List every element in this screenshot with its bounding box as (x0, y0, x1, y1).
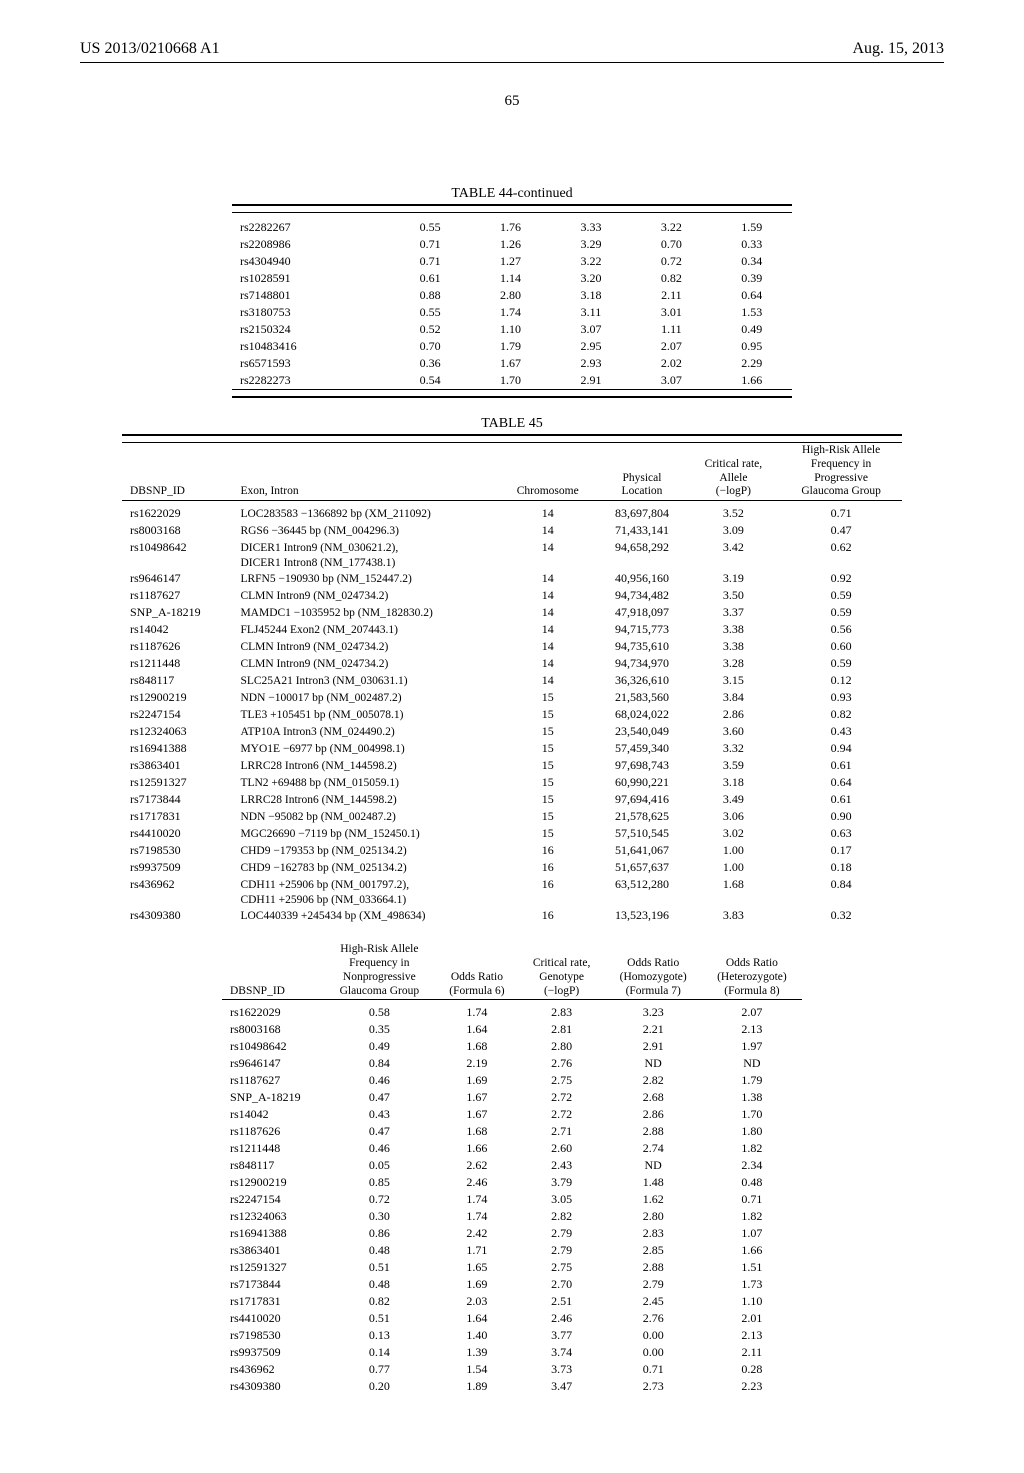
table-row: rs140420.431.672.722.861.70 (222, 1106, 802, 1123)
table-row: rs9937509CHD9 −162783 bp (NM_025134.2)16… (122, 859, 902, 876)
table-row: rs8481170.052.622.43ND2.34 (222, 1157, 802, 1174)
t45b-h6: Odds Ratio(Heterozygote)(Formula 8) (702, 942, 802, 1000)
table-row: rs22471540.721.743.051.620.71 (222, 1191, 802, 1208)
table45a: DBSNP_ID Exon, Intron Chromosome Physica… (122, 434, 902, 924)
table-row: rs436962CDH11 +25906 bp (NM_001797.2),16… (122, 876, 902, 893)
table44: rs22822670.551.763.333.221.59rs22089860.… (232, 204, 792, 398)
table44-title: TABLE 44-continued (80, 186, 944, 202)
table-row: rs129002190.852.463.791.480.48 (222, 1174, 802, 1191)
table-row: rs4410020MGC26690 −7119 bp (NM_152450.1)… (122, 825, 902, 842)
t45a-h5: Critical rate,Allele(−logP) (687, 443, 781, 501)
table-row: rs7173844LRRC28 Intron6 (NM_144598.2)159… (122, 791, 902, 808)
pub-date: Aug. 15, 2013 (852, 40, 944, 58)
table-row: rs71738440.481.692.702.791.73 (222, 1276, 802, 1293)
table-row: rs31807530.551.743.113.011.53 (232, 304, 792, 321)
t45b-h4: Critical rate,Genotype(−logP) (519, 942, 605, 1000)
table-row: rs71985300.131.403.770.002.13 (222, 1327, 802, 1344)
table-row: rs8003168RGS6 −36445 bp (NM_004296.3)147… (122, 522, 902, 539)
table-row: rs99375090.141.393.740.002.11 (222, 1344, 802, 1361)
table-row: rs43049400.711.273.220.720.34 (232, 253, 792, 270)
table-row: rs12324063ATP10A Intron3 (NM_024490.2)15… (122, 723, 902, 740)
table-row: rs11876270.461.692.752.821.79 (222, 1072, 802, 1089)
table-row: rs7198530CHD9 −179353 bp (NM_025134.2)16… (122, 842, 902, 859)
table-row: rs123240630.301.742.822.801.82 (222, 1208, 802, 1225)
table45b: DBSNP_ID High-Risk AlleleFrequency inNon… (222, 942, 802, 1395)
pub-number: US 2013/0210668 A1 (80, 40, 220, 58)
t45a-h1: DBSNP_ID (122, 443, 232, 501)
table-row: rs65715930.361.672.932.022.29 (232, 355, 792, 372)
table-row: rs96461470.842.192.76NDND (222, 1055, 802, 1072)
table-row: rs22822730.541.702.913.071.66 (232, 372, 792, 390)
table-row: rs38634010.481.712.792.851.66 (222, 1242, 802, 1259)
table-row: rs1622029LOC283583 −1366892 bp (XM_21109… (122, 505, 902, 522)
header-row: US 2013/0210668 A1 Aug. 15, 2013 (80, 40, 944, 58)
table-row: rs12591327TLN2 +69488 bp (NM_015059.1)15… (122, 774, 902, 791)
table-row: SNP_A-182190.471.672.722.681.38 (222, 1089, 802, 1106)
header-rule (80, 62, 944, 63)
table-row: rs80031680.351.642.812.212.13 (222, 1021, 802, 1038)
table-row: rs1717831NDN −95082 bp (NM_002487.2)1521… (122, 808, 902, 825)
table-row: rs16220290.581.742.833.232.07 (222, 1004, 802, 1021)
table-row: rs169413880.862.422.792.831.07 (222, 1225, 802, 1242)
table-row: rs22822670.551.763.333.221.59 (232, 219, 792, 236)
table-row: rs125913270.511.652.752.881.51 (222, 1259, 802, 1276)
table-row: rs22089860.711.263.290.700.33 (232, 236, 792, 253)
table-row: rs1211448CLMN Intron9 (NM_024734.2)1494,… (122, 655, 902, 672)
table45-title: TABLE 45 (80, 416, 944, 432)
table-row: rs4309380LOC440339 +245434 bp (XM_498634… (122, 907, 902, 924)
table-row: rs44100200.511.642.462.762.01 (222, 1310, 802, 1327)
table-row: rs1187627CLMN Intron9 (NM_024734.2)1494,… (122, 587, 902, 604)
table-row: rs14042FLJ45244 Exon2 (NM_207443.1)1494,… (122, 621, 902, 638)
table-row: rs848117SLC25A21 Intron3 (NM_030631.1)14… (122, 672, 902, 689)
table-row: rs12900219NDN −100017 bp (NM_002487.2)15… (122, 689, 902, 706)
page-container: US 2013/0210668 A1 Aug. 15, 2013 65 TABL… (0, 0, 1024, 1473)
t45a-h4: PhysicalLocation (597, 443, 686, 501)
t45a-h3: Chromosome (498, 443, 597, 501)
table-row: rs10498642DICER1 Intron9 (NM_030621.2),1… (122, 539, 902, 556)
table-row: rs2247154TLE3 +105451 bp (NM_005078.1)15… (122, 706, 902, 723)
table-row: rs43093800.201.893.472.732.23 (222, 1378, 802, 1395)
table-row: rs71488010.882.803.182.110.64 (232, 287, 792, 304)
t45b-h1: DBSNP_ID (222, 942, 323, 1000)
table-row: rs12114480.461.662.602.741.82 (222, 1140, 802, 1157)
table-row: rs11876260.471.682.712.881.80 (222, 1123, 802, 1140)
t45b-h3: Odds Ratio(Formula 6) (435, 942, 518, 1000)
page-number: 65 (80, 93, 944, 110)
table-row: CDH11 +25906 bp (NM_033664.1) (122, 893, 902, 907)
table-row: DICER1 Intron8 (NM_177438.1) (122, 556, 902, 570)
table-row: rs3863401LRRC28 Intron6 (NM_144598.2)159… (122, 757, 902, 774)
table-row: rs1187626CLMN Intron9 (NM_024734.2)1494,… (122, 638, 902, 655)
table-row: rs104834160.701.792.952.070.95 (232, 338, 792, 355)
table-row: rs21503240.521.103.071.110.49 (232, 321, 792, 338)
table-row: rs4369620.771.543.730.710.28 (222, 1361, 802, 1378)
table-row: rs17178310.822.032.512.451.10 (222, 1293, 802, 1310)
table-row: rs104986420.491.682.802.911.97 (222, 1038, 802, 1055)
table-row: rs9646147LRFN5 −190930 bp (NM_152447.2)1… (122, 570, 902, 587)
t45a-h6: High-Risk AlleleFrequency inProgressiveG… (780, 443, 902, 501)
table-row: SNP_A-18219MAMDC1 −1035952 bp (NM_182830… (122, 604, 902, 621)
t45b-h2: High-Risk AlleleFrequency inNonprogressi… (323, 942, 435, 1000)
table-row: rs16941388MYO1E −6977 bp (NM_004998.1)15… (122, 740, 902, 757)
t45a-h2: Exon, Intron (232, 443, 498, 501)
table-row: rs10285910.611.143.200.820.39 (232, 270, 792, 287)
t45b-h5: Odds Ratio(Homozygote)(Formula 7) (605, 942, 702, 1000)
